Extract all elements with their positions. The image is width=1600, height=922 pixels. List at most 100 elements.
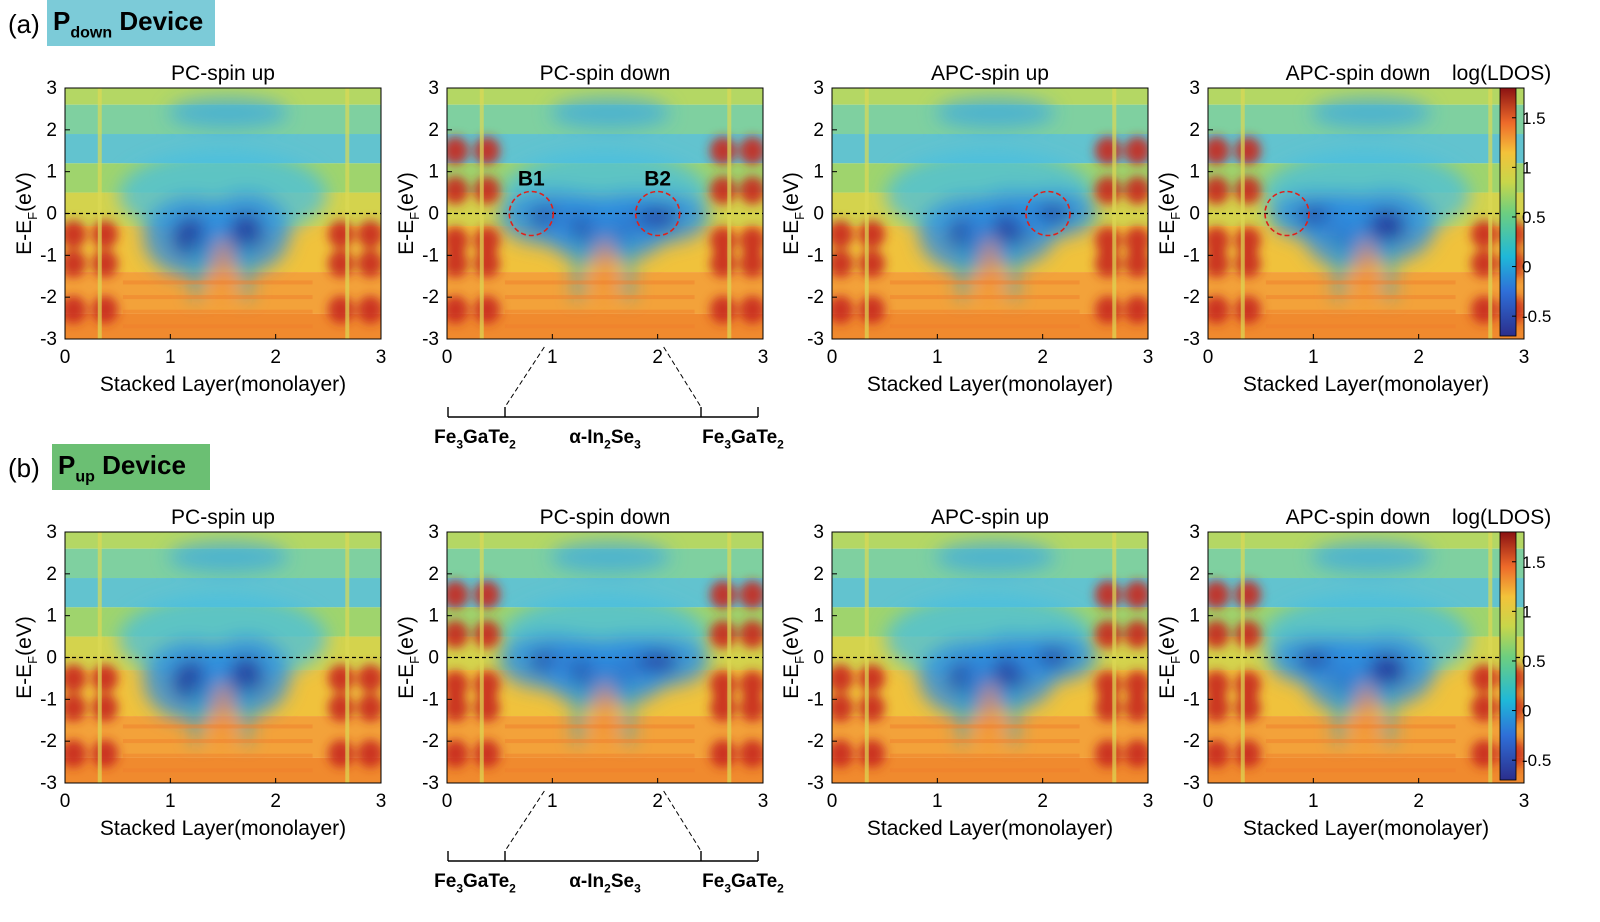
y-tick-label: -2 [807,287,824,308]
x-tick-label: 1 [932,791,943,812]
y-tick-label: 3 [1189,522,1200,543]
y-tick-label: 0 [813,648,824,669]
x-tick-label: 0 [1203,791,1214,812]
y-tick-label: 1 [46,606,57,627]
y-tick-label: 0 [1189,204,1200,225]
y-tick-label: 1 [813,162,824,183]
x-tick-label: 1 [165,791,176,812]
y-tick-label: -3 [1183,329,1200,350]
region-label: Fe3GaTe2 [702,871,784,895]
colorbar: log(LDOS) 1.5 1 0.5 0 -0.5 [1452,506,1551,781]
section-tag: (b) [8,453,40,483]
y-tick-label: 1 [813,606,824,627]
y-axis-label: E-EF(eV) [1156,172,1183,255]
device-badge-label: Pup Device [58,450,186,485]
colorbar-tick-label: 0 [1522,258,1531,277]
y-tick-label: -3 [807,329,824,350]
y-axis-label: E-EF(eV) [395,616,422,699]
colorbar-tick-label: 1 [1522,602,1531,621]
y-tick-label: 2 [813,564,824,585]
device-badge [47,0,215,46]
ldos-heatmap [447,532,763,783]
region-label: α-In2Se3 [569,427,641,451]
ldos-heatmap [1208,532,1524,783]
y-tick-label: -3 [422,773,439,794]
region-label: Fe3GaTe2 [434,871,516,895]
y-axis-label: E-EF(eV) [395,172,422,255]
region-label: α-In2Se3 [569,871,641,895]
panel-title: PC-spin up [171,506,275,529]
panel-title: APC-spin down [1286,506,1431,529]
x-tick-label: 1 [1308,347,1319,368]
x-tick-label: 3 [376,347,387,368]
x-tick-label: 1 [1308,791,1319,812]
x-tick-label: 3 [1143,791,1154,812]
y-tick-label: 2 [428,564,439,585]
highlight-circle [508,190,555,237]
y-tick-label: 2 [46,564,57,585]
x-tick-label: 2 [1413,347,1424,368]
y-axis-label: E-EF(eV) [13,172,40,255]
y-tick-label: -3 [40,773,57,794]
y-tick-label: 3 [428,78,439,99]
circle-label: B2 [644,168,671,191]
y-tick-label: 2 [46,120,57,141]
y-tick-label: -1 [807,245,824,266]
circle-label: B1 [518,168,545,191]
colorbar-tick-label: -0.5 [1522,751,1551,770]
x-tick-label: 0 [827,347,838,368]
y-tick-label: 3 [813,78,824,99]
y-tick-label: 0 [46,648,57,669]
y-tick-label: 2 [428,120,439,141]
y-tick-label: -1 [40,245,57,266]
x-tick-label: 2 [1413,791,1424,812]
y-tick-label: -3 [40,329,57,350]
colorbar-tick-label: 1.5 [1522,553,1546,572]
x-tick-label: 1 [547,347,558,368]
y-tick-label: 3 [46,78,57,99]
colorbar: log(LDOS) 1.5 1 0.5 0 -0.5 [1452,62,1551,337]
x-tick-label: 0 [442,791,453,812]
y-tick-label: 0 [46,204,57,225]
y-axis-label: E-EF(eV) [13,616,40,699]
y-tick-label: 1 [1189,606,1200,627]
x-tick-label: 1 [547,791,558,812]
highlight-circle [1025,190,1071,237]
y-tick-label: 3 [1189,78,1200,99]
y-tick-label: -1 [1183,689,1200,710]
x-axis-label: Stacked Layer(monolayer) [100,817,346,840]
y-tick-label: 1 [428,162,439,183]
y-tick-label: -1 [40,689,57,710]
y-tick-label: -3 [807,773,824,794]
y-tick-label: -1 [807,689,824,710]
x-tick-label: 1 [165,347,176,368]
highlight-circle [1264,190,1310,237]
x-tick-label: 3 [376,791,387,812]
colorbar-tick-label: -0.5 [1522,307,1551,326]
y-tick-label: 2 [1189,564,1200,585]
ldos-heatmap [65,88,381,339]
panel-title: PC-spin down [540,62,671,85]
y-tick-label: -2 [40,731,57,752]
y-tick-label: -2 [1183,287,1200,308]
x-tick-label: 2 [1037,791,1048,812]
x-tick-label: 0 [827,791,838,812]
y-tick-label: 3 [46,522,57,543]
x-tick-label: 0 [60,791,71,812]
panel-title: APC-spin up [931,506,1049,529]
x-tick-label: 0 [60,347,71,368]
y-tick-label: -3 [422,329,439,350]
x-axis-label: Stacked Layer(monolayer) [867,817,1113,840]
x-tick-label: 3 [1143,347,1154,368]
y-tick-label: -2 [422,731,439,752]
x-tick-label: 1 [932,347,943,368]
x-tick-label: 3 [1519,347,1530,368]
